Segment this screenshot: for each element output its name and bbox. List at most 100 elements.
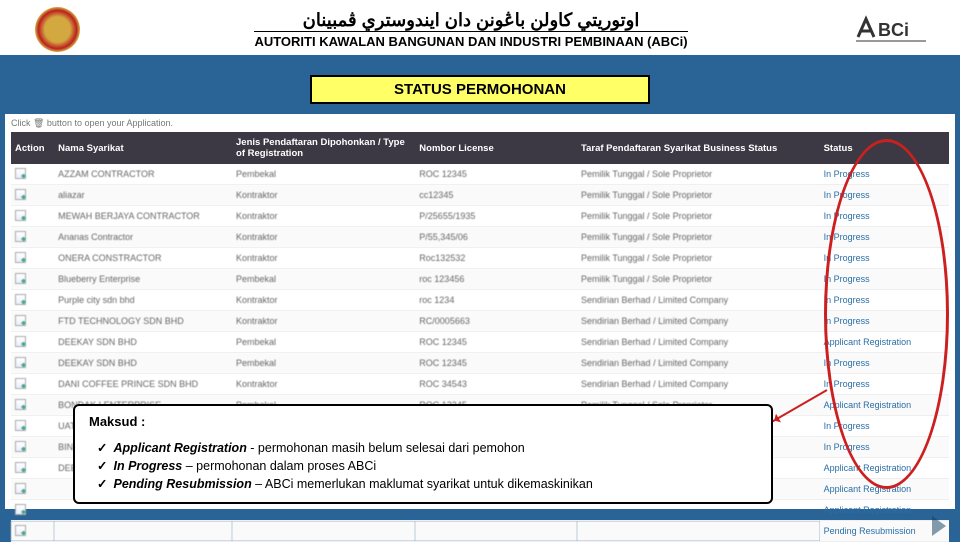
type-cell: Kontraktor [232,248,415,269]
status-cell[interactable]: Applicant Registration [820,332,949,353]
type-cell: Pembekal [232,164,415,185]
open-application-icon[interactable] [15,168,26,179]
open-application-icon[interactable] [15,210,26,221]
status-cell[interactable]: In Progress [820,269,949,290]
table-row: DANI COFFEE PRINCE SDN BHDKontraktorROC … [11,374,949,395]
status-cell[interactable]: In Progress [820,311,949,332]
biz-cell: Pemilik Tunggal / Sole Proprietor [577,185,820,206]
table-row: aliazarKontraktorcc12345Pemilik Tunggal … [11,185,949,206]
open-application-icon[interactable] [15,189,26,200]
header-bar: اوتوريتي كاولن باڠونن دان ايندوستري ڤمبي… [0,0,960,55]
open-application-icon[interactable] [15,504,26,515]
open-application-icon[interactable] [15,420,26,431]
page-title: STATUS PERMOHONAN [310,75,650,104]
name-cell: Ananas Contractor [54,227,232,248]
status-cell[interactable]: In Progress [820,206,949,227]
name-cell: FTD TECHNOLOGY SDN BHD [54,311,232,332]
status-cell[interactable]: Applicant Registration [820,479,949,500]
status-cell[interactable]: In Progress [820,437,949,458]
status-cell[interactable]: Applicant Registration [820,395,949,416]
name-cell [54,521,232,542]
action-cell[interactable] [11,164,54,185]
status-cell[interactable]: In Progress [820,185,949,206]
open-application-icon[interactable] [15,378,26,389]
action-cell[interactable] [11,416,54,437]
action-cell[interactable] [11,206,54,227]
action-cell[interactable] [11,332,54,353]
col-type: Jenis Pendaftaran Dipohonkan / Type of R… [232,132,415,164]
open-application-icon[interactable] [15,441,26,452]
action-cell[interactable] [11,227,54,248]
action-cell[interactable] [11,458,54,479]
name-cell: Blueberry Enterprise [54,269,232,290]
table-row: DEEKAY SDN BHDPembekalROC 12345Sendirian… [11,353,949,374]
action-cell[interactable] [11,353,54,374]
action-cell[interactable] [11,269,54,290]
action-cell[interactable] [11,290,54,311]
name-cell: MEWAH BERJAYA CONTRACTOR [54,206,232,227]
open-application-icon[interactable] [15,273,26,284]
action-cell[interactable] [11,521,54,542]
open-application-icon[interactable] [15,252,26,263]
table-row: Ananas ContractorKontraktorP/55,345/06Pe… [11,227,949,248]
crest-icon [35,7,80,52]
col-name: Nama Syarikat [54,132,232,164]
name-cell: DEEKAY SDN BHD [54,353,232,374]
name-cell: Purple city sdn bhd [54,290,232,311]
open-application-icon[interactable] [15,315,26,326]
status-cell[interactable]: In Progress [820,248,949,269]
instruction-text: Click 🗑 button to open your Application. [11,118,949,129]
license-cell [415,521,577,542]
open-application-icon[interactable] [15,336,26,347]
action-cell[interactable] [11,248,54,269]
table-row: ONERA CONSTRACTORKontraktorRoc132532Pemi… [11,248,949,269]
license-cell: roc 1234 [415,290,577,311]
open-application-icon[interactable] [15,462,26,473]
type-cell: Kontraktor [232,374,415,395]
action-cell[interactable] [11,374,54,395]
status-cell[interactable]: Applicant Registration [820,458,949,479]
next-slide-arrow[interactable] [932,516,956,536]
legend-item: In Progress – permohonan dalam proses AB… [97,457,757,475]
license-cell: ROC 34543 [415,374,577,395]
status-cell[interactable]: In Progress [820,353,949,374]
action-cell[interactable] [11,437,54,458]
open-application-icon[interactable] [15,231,26,242]
status-cell[interactable]: Applicant Registration [820,500,949,521]
biz-cell: Pemilik Tunggal / Sole Proprietor [577,227,820,248]
biz-cell: Pemilik Tunggal / Sole Proprietor [577,269,820,290]
license-cell: ROC 12345 [415,164,577,185]
biz-cell: Sendirian Berhad / Limited Company [577,311,820,332]
type-cell: Kontraktor [232,185,415,206]
name-cell: DANI COFFEE PRINCE SDN BHD [54,374,232,395]
open-application-icon[interactable] [15,525,26,536]
status-cell[interactable]: In Progress [820,290,949,311]
status-cell[interactable]: In Progress [820,227,949,248]
action-cell[interactable] [11,479,54,500]
biz-cell: Sendirian Berhad / Limited Company [577,332,820,353]
action-cell[interactable] [11,185,54,206]
open-application-icon[interactable] [15,294,26,305]
open-application-icon[interactable] [15,483,26,494]
subtitle-text: AUTORITI KAWALAN BANGUNAN DAN INDUSTRI P… [254,31,687,49]
status-cell[interactable]: In Progress [820,416,949,437]
status-cell[interactable]: Pending Resubmission [820,521,949,542]
name-cell: DEEKAY SDN BHD [54,332,232,353]
table-row: FTD TECHNOLOGY SDN BHDKontraktorRC/00056… [11,311,949,332]
table-row: DEEKAY SDN BHDPembekalROC 12345Sendirian… [11,332,949,353]
type-cell: Kontraktor [232,206,415,227]
open-application-icon[interactable] [15,399,26,410]
license-cell: roc 123456 [415,269,577,290]
status-cell[interactable]: In Progress [820,374,949,395]
action-cell[interactable] [11,395,54,416]
status-cell[interactable]: In Progress [820,164,949,185]
biz-cell: Sendirian Berhad / Limited Company [577,290,820,311]
biz-cell: Pemilik Tunggal / Sole Proprietor [577,164,820,185]
open-application-icon[interactable] [15,357,26,368]
action-cell[interactable] [11,500,54,521]
biz-cell: Sendirian Berhad / Limited Company [577,353,820,374]
action-cell[interactable] [11,311,54,332]
license-cell: ROC 12345 [415,353,577,374]
license-cell: RC/0005663 [415,311,577,332]
type-cell: Pembekal [232,353,415,374]
